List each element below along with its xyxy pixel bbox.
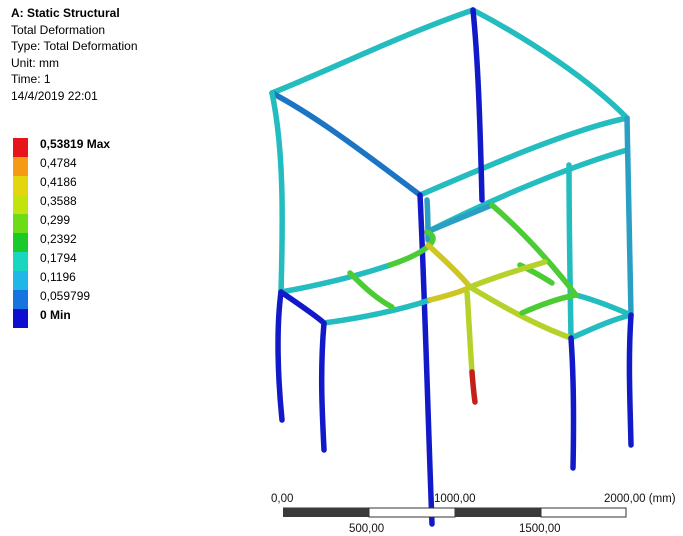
legend-label: 0,299 xyxy=(40,213,71,227)
result-type: Type: Total Deformation xyxy=(11,39,138,53)
legend-label: 0,059799 xyxy=(40,289,91,303)
scale-bar-segment xyxy=(455,508,541,517)
column[interactable] xyxy=(464,289,475,375)
frame-model[interactable] xyxy=(269,7,634,527)
scale-bar-segment xyxy=(540,507,627,518)
beam[interactable] xyxy=(387,229,436,268)
legend-label: 0,4784 xyxy=(40,156,77,170)
beam[interactable] xyxy=(489,202,579,298)
result-unit: Unit: mm xyxy=(11,55,59,70)
beam[interactable] xyxy=(278,289,327,326)
roof-beam[interactable] xyxy=(424,202,495,235)
roof-beam[interactable] xyxy=(269,7,476,96)
column[interactable] xyxy=(568,335,577,471)
legend-label-min: 0 Min xyxy=(40,308,71,322)
beam[interactable] xyxy=(425,242,473,290)
column[interactable] xyxy=(566,162,574,341)
beam[interactable] xyxy=(427,284,473,303)
scale-label-0: 0,00 xyxy=(271,493,293,505)
column[interactable] xyxy=(470,7,485,203)
roof-beam[interactable] xyxy=(417,115,630,198)
scale-label-2000: 2000,00 (mm) xyxy=(604,493,676,505)
legend-swatch xyxy=(13,176,28,195)
column[interactable] xyxy=(424,197,431,243)
legend-label: 0,3588 xyxy=(40,194,77,208)
legend-swatch xyxy=(13,309,28,328)
scale-bar-segment xyxy=(283,508,369,517)
legend-swatch xyxy=(13,290,28,309)
beam[interactable] xyxy=(278,262,393,295)
beam[interactable] xyxy=(467,259,548,290)
legend-label-max: 0,53819 Max xyxy=(40,137,111,151)
legend-label: 0,2392 xyxy=(40,232,77,246)
legend-label: 0,1196 xyxy=(40,270,76,284)
legend-swatch xyxy=(13,271,28,290)
beam[interactable] xyxy=(519,292,579,316)
legend-label: 0,4186 xyxy=(40,175,77,189)
analysis-title: A: Static Structural xyxy=(11,6,120,20)
beam[interactable] xyxy=(321,297,433,326)
scale-bar: 0,00 1000,00 2000,00 (mm) 500,00 1500,00 xyxy=(271,493,676,535)
scale-label-500: 500,00 xyxy=(349,523,384,535)
roof-beam[interactable] xyxy=(269,90,423,198)
beam[interactable] xyxy=(573,292,634,318)
beam[interactable] xyxy=(347,270,395,310)
result-info-panel: A: Static Structural Total Deformation T… xyxy=(11,5,138,104)
scale-bar-segment xyxy=(368,507,456,518)
legend-swatch xyxy=(13,157,28,176)
legend-swatch xyxy=(13,195,28,214)
legend-swatch xyxy=(13,233,28,252)
column[interactable] xyxy=(318,320,327,453)
column[interactable] xyxy=(269,90,285,295)
result-time: Time: 1 xyxy=(11,72,51,86)
legend-label: 0,1794 xyxy=(40,251,77,265)
column[interactable] xyxy=(624,115,634,318)
column[interactable] xyxy=(275,289,285,423)
column[interactable] xyxy=(417,192,435,527)
beam[interactable] xyxy=(568,312,634,341)
legend-swatch xyxy=(13,214,28,233)
result-timestamp: 14/4/2019 22:01 xyxy=(11,88,98,103)
column[interactable] xyxy=(469,369,478,405)
result-name: Total Deformation xyxy=(11,22,106,37)
roof-beam[interactable] xyxy=(470,7,630,121)
scale-label-1000: 1000,00 xyxy=(434,493,476,505)
beam[interactable] xyxy=(467,284,574,341)
legend-swatch xyxy=(13,138,28,157)
scale-label-1500: 1500,00 xyxy=(519,523,561,535)
column[interactable] xyxy=(626,312,634,448)
legend-swatch xyxy=(13,252,28,271)
